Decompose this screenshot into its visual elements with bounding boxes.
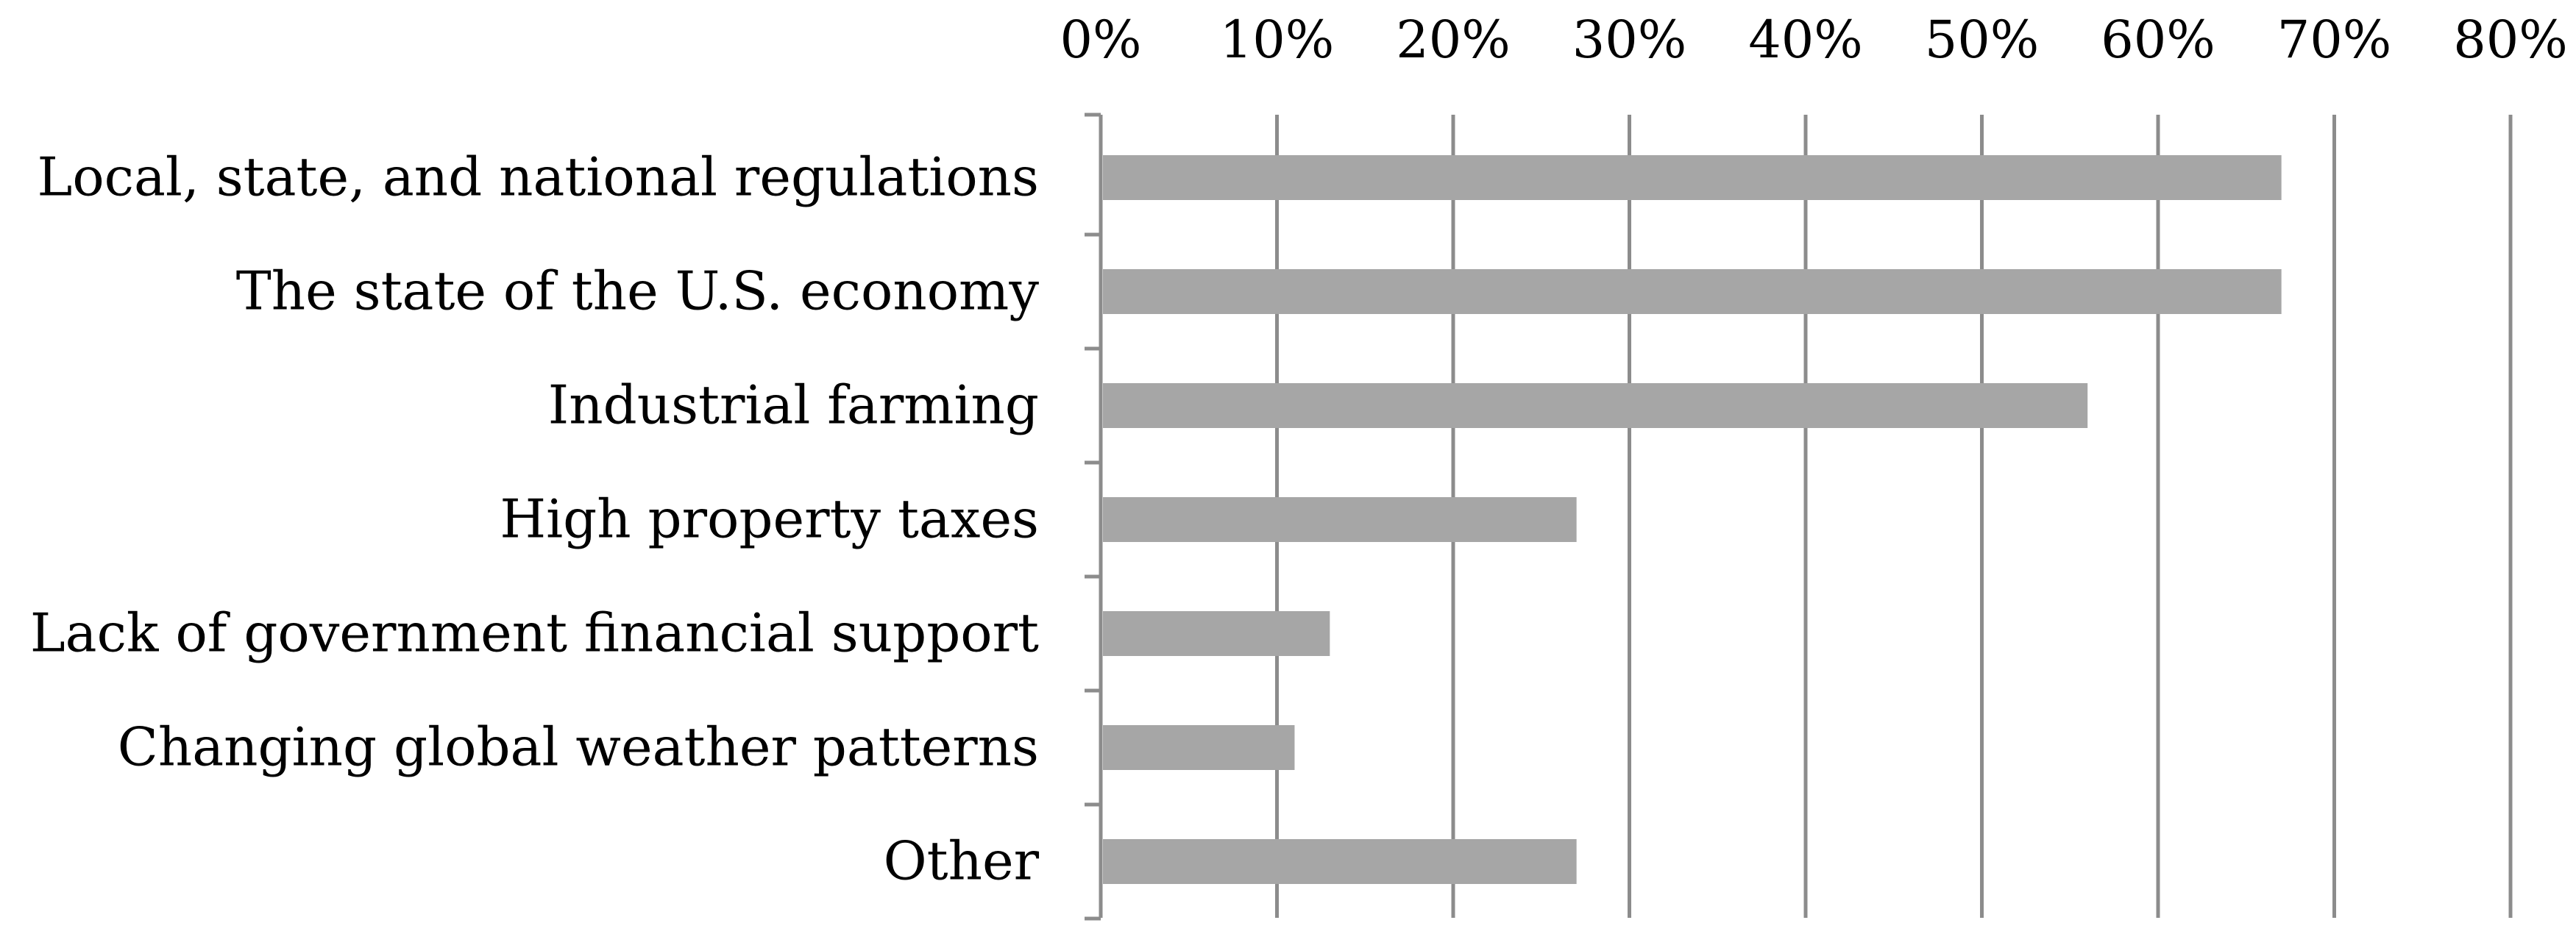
x-tick-label-50: 50% bbox=[1925, 10, 2040, 70]
category-label-5: Changing global weather patterns bbox=[118, 716, 1039, 778]
bar-2 bbox=[1103, 383, 2088, 428]
x-tick-label-80: 80% bbox=[2453, 10, 2568, 70]
category-label-3: High property taxes bbox=[500, 488, 1039, 550]
category-labels: Local, state, and national regulations Th… bbox=[30, 146, 1040, 892]
gridlines bbox=[1275, 115, 2513, 918]
bar-4 bbox=[1103, 611, 1330, 656]
bars bbox=[1103, 155, 2282, 884]
x-tick-label-70: 70% bbox=[2277, 10, 2392, 70]
category-label-2: Industrial farming bbox=[548, 374, 1039, 436]
bar-1 bbox=[1103, 269, 2282, 314]
category-label-4: Lack of government financial support bbox=[30, 602, 1039, 664]
bar-0 bbox=[1103, 155, 2282, 200]
y-axis bbox=[1085, 113, 1103, 921]
bar-6 bbox=[1103, 839, 1577, 884]
category-label-6: Other bbox=[884, 830, 1040, 892]
x-tick-label-40: 40% bbox=[1748, 10, 1863, 70]
bar-3 bbox=[1103, 497, 1577, 542]
x-tick-label-60: 60% bbox=[2101, 10, 2215, 70]
category-label-0: Local, state, and national regulations bbox=[38, 146, 1040, 208]
category-label-1: The state of the U.S. economy bbox=[236, 260, 1040, 322]
x-tick-label-20: 20% bbox=[1396, 10, 1511, 70]
x-tick-label-0: 0% bbox=[1060, 10, 1141, 70]
x-tick-label-10: 10% bbox=[1220, 10, 1335, 70]
x-tick-label-30: 30% bbox=[1572, 10, 1687, 70]
x-tick-labels: 0% 10% 20% 30% 40% 50% 60% 70% 80% bbox=[1060, 10, 2567, 70]
bar-5 bbox=[1103, 725, 1295, 770]
